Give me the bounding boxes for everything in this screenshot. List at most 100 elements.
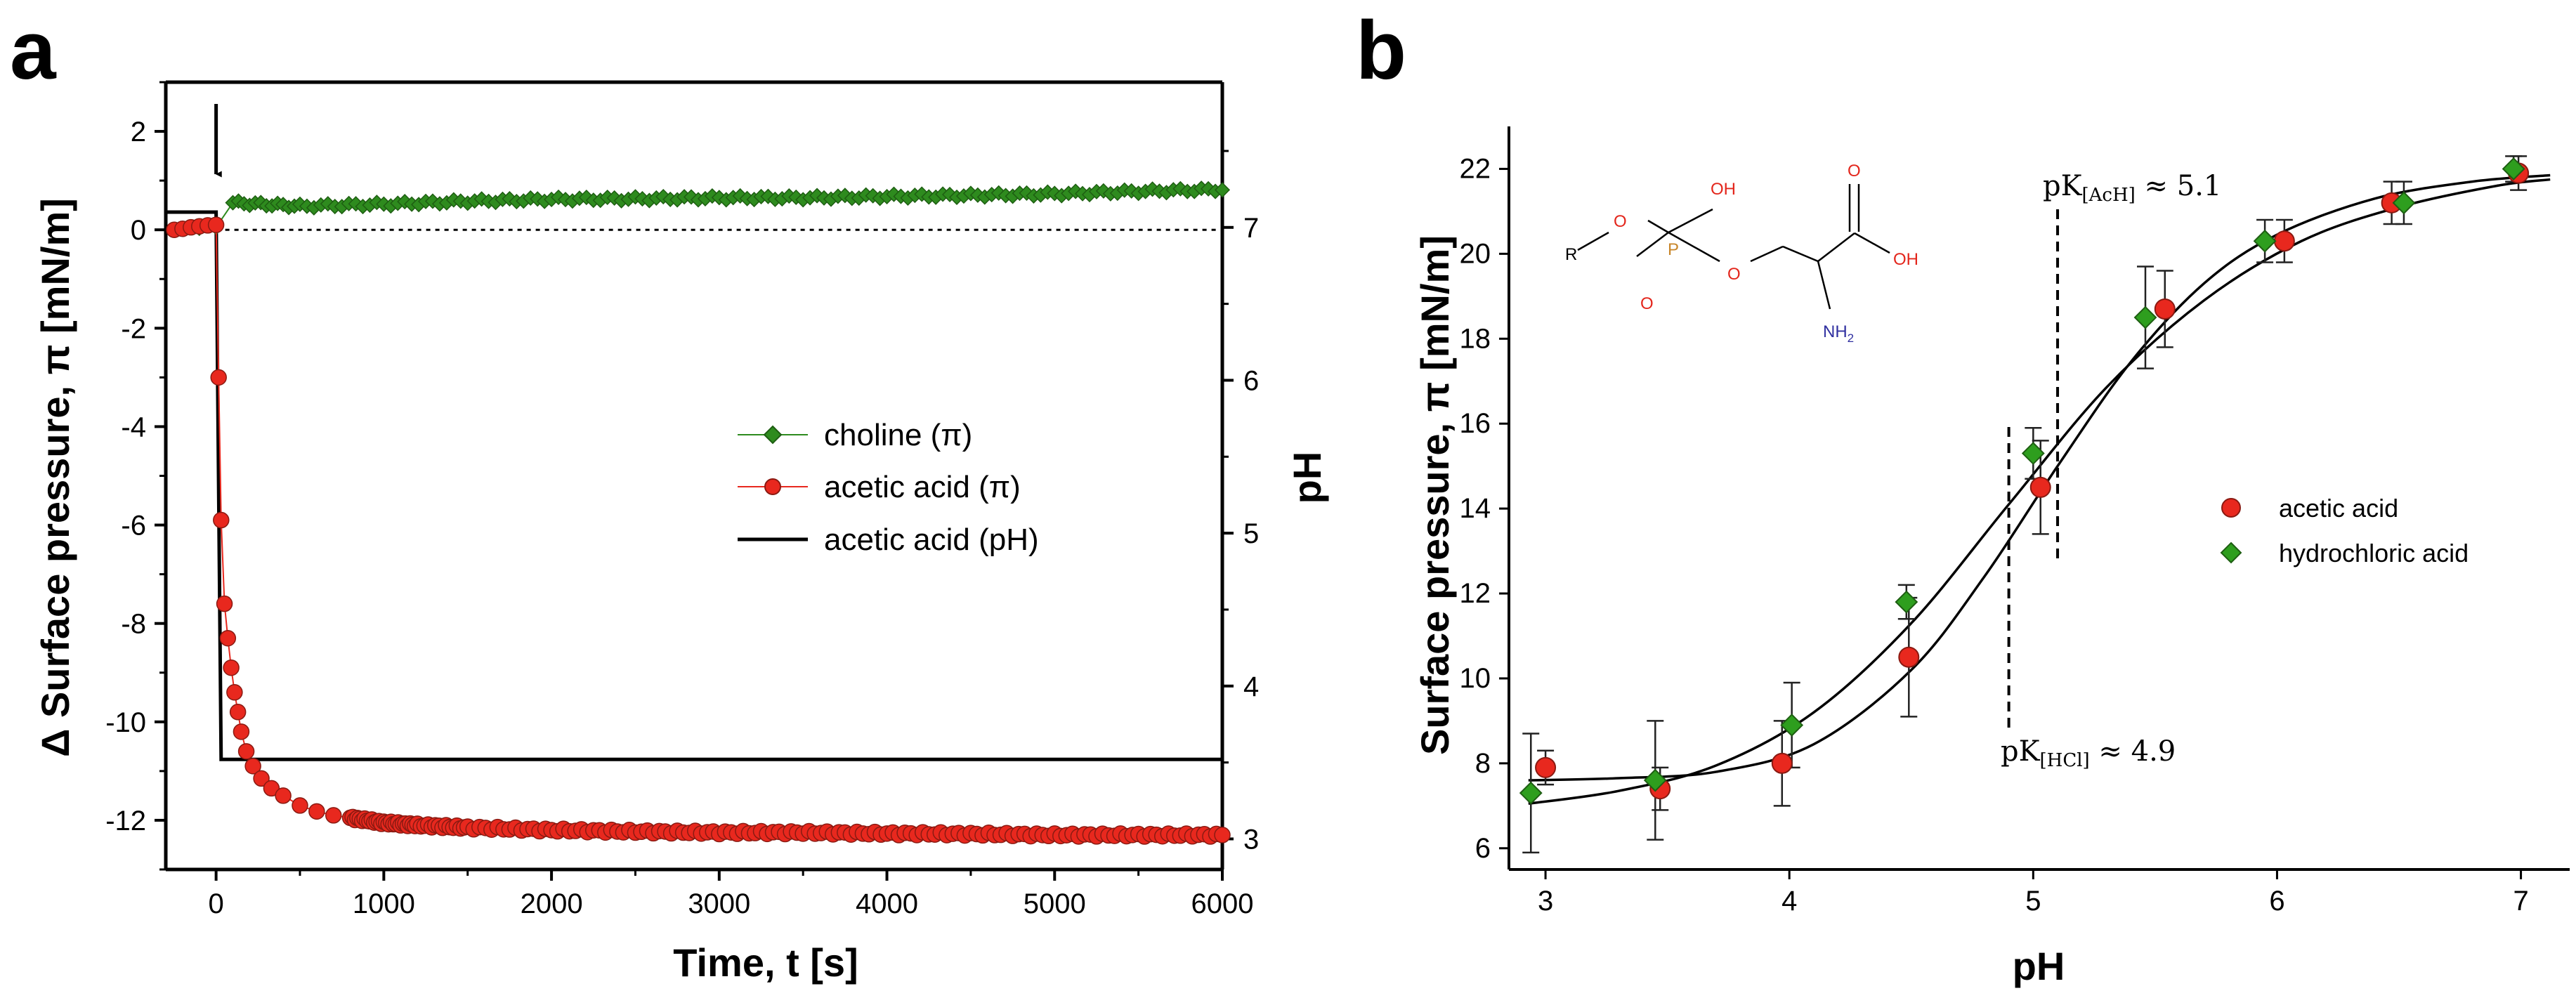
y2-axis-title: pH	[1285, 452, 1329, 504]
point-acetic-acid-pressure	[229, 704, 247, 721]
series-group	[1519, 155, 2530, 854]
x-axis-title: Time, t [s]	[673, 940, 858, 985]
legend: choline (π) acetic acid (π) acetic acid …	[738, 418, 1039, 557]
series-line-acetic-acid-pressure	[174, 224, 1222, 836]
y-tick-label: 18	[1460, 323, 1491, 354]
point-hydrochloric-acid	[2253, 229, 2277, 253]
point-hydrochloric-acid	[2502, 157, 2525, 180]
point-acetic-acid	[1535, 756, 1557, 778]
pk-ach-annotation: pK[AcH] ≈ 5.1	[2043, 170, 2221, 206]
y2-tick-label: 7	[1243, 213, 1259, 244]
y2-tick-label: 6	[1243, 365, 1259, 396]
legend-label-acetic-acid: acetic acid	[2279, 494, 2398, 523]
y-tick-label: 8	[1475, 748, 1491, 779]
point-acetic-acid-pressure	[223, 659, 240, 676]
atom-oh-phosphate: OH	[1711, 180, 1736, 199]
series-line-acetic-acid-ph	[166, 210, 1222, 761]
legend-label-hydrochloric-acid: hydrochloric acid	[2279, 539, 2469, 567]
y-tick-label: 16	[1460, 408, 1491, 439]
y-tick-label: -2	[121, 313, 146, 344]
x-tick-label: 7	[2513, 886, 2528, 917]
point-acetic-acid	[2029, 476, 2051, 498]
point-acetic-acid-pressure	[1214, 827, 1231, 843]
x-tick-label: 5000	[1024, 888, 1086, 919]
x-tick-label: 6	[2269, 886, 2284, 917]
x-tick-label: 1000	[353, 888, 415, 919]
pk-hcl-annotation: pK[HCl] ≈ 4.9	[2001, 735, 2176, 771]
x-tick-label: 5	[2025, 886, 2041, 917]
point-acetic-acid-pressure	[244, 758, 261, 775]
atom-o-carbonyl: O	[1848, 162, 1861, 180]
legend-marker-circle	[764, 478, 781, 495]
series-group	[166, 180, 1231, 845]
atom-o-double: O	[1640, 294, 1654, 313]
y-tick-label: -12	[105, 806, 146, 836]
point-hydrochloric-acid	[2021, 442, 2045, 465]
point-acetic-acid-pressure	[219, 629, 237, 647]
atom-p: P	[1668, 240, 1679, 259]
chemical-structure: R O P OH O O O OH NH2	[1565, 162, 1918, 345]
point-hydrochloric-acid	[2392, 191, 2416, 215]
y-tick-label: 2	[131, 117, 146, 147]
y-tick-label: 12	[1460, 578, 1491, 609]
y2-tick-label: 4	[1243, 671, 1259, 702]
atom-o-bridge: O	[1727, 265, 1741, 284]
point-acetic-acid	[2154, 298, 2176, 320]
y-tick-label: 14	[1460, 493, 1491, 524]
y-tick-label: 22	[1460, 153, 1491, 184]
y-tick-label: -8	[121, 609, 146, 640]
legend-marker-diamond	[2220, 541, 2242, 564]
point-hydrochloric-acid	[1643, 768, 1667, 792]
y2-tick-label: 3	[1243, 824, 1259, 855]
legend-entry-acetic-acid: acetic acid	[2221, 494, 2398, 523]
x-tick-label: 3	[1538, 886, 1553, 917]
x-ticks: 3 4 5 6 7	[1538, 869, 2529, 917]
x-tick-label: 6000	[1191, 888, 1254, 919]
y-ticks: 6 8 10 12 14 16 18 20 22	[1460, 153, 1509, 864]
y2-tick-label: 5	[1243, 518, 1259, 549]
point-hydrochloric-acid	[1519, 781, 1543, 805]
legend-label-choline: choline (π)	[824, 418, 972, 452]
legend-entry-acetic-acid-pressure: acetic acid (π)	[738, 470, 1021, 504]
x-tick-label: 0	[208, 888, 223, 919]
point-acetic-acid	[2273, 230, 2295, 252]
point-hydrochloric-acid	[1895, 590, 1918, 614]
y-tick-label: 6	[1475, 833, 1491, 864]
legend-entry-choline: choline (π)	[738, 418, 972, 452]
point-acetic-acid-pressure	[207, 216, 225, 233]
y-tick-label: -4	[121, 412, 146, 442]
legend-marker-circle	[2221, 498, 2241, 518]
point-acetic-acid-pressure	[216, 595, 233, 612]
x-ticks: 0 1000 2000 3000 4000 5000 6000	[208, 869, 1253, 919]
y-ticks: -12 -10 -8 -6 -4 -2 0 2	[105, 81, 166, 871]
point-acetic-acid-pressure	[213, 511, 230, 529]
point-acetic-acid	[1898, 646, 1920, 668]
point-acetic-acid-pressure	[292, 797, 308, 814]
point-hydrochloric-acid	[1780, 714, 1804, 737]
y2-ticks: 3 4 5 6 7	[1222, 150, 1259, 855]
legend-label-acetic-acid-pressure: acetic acid (π)	[824, 470, 1021, 504]
legend-label-acetic-acid-ph: acetic acid (pH)	[824, 523, 1039, 557]
y-tick-label: -6	[121, 511, 146, 541]
atom-o-ester: O	[1614, 212, 1627, 231]
point-acetic-acid-pressure	[308, 803, 325, 820]
legend-entry-hydrochloric-acid: hydrochloric acid	[2220, 539, 2469, 567]
panel-b: b 6 8 10 12 14 16 18 20 22 3 4 5 6 7 pK[AcH] ≈ 5.1 p…	[1356, 4, 2570, 988]
point-acetic-acid-pressure	[210, 369, 227, 386]
point-acetic-acid-pressure	[237, 743, 255, 760]
atom-amine: NH2	[1823, 322, 1854, 345]
x-tick-label: 4	[1781, 886, 1797, 917]
panel-a: a -12 -10 -8 -6 -4 -2 0 2 3 4 5 6 7 0 1000 2000 3000 40…	[10, 4, 1329, 985]
point-hydrochloric-acid	[2133, 306, 2157, 329]
x-tick-label: 4000	[856, 888, 918, 919]
legend: acetic acid hydrochloric acid	[2220, 494, 2469, 567]
point-acetic-acid-pressure	[263, 780, 280, 797]
point-acetic-acid-pressure	[253, 770, 270, 787]
y-tick-label: 20	[1460, 238, 1491, 269]
y-axis-title: Δ Surface pressure, π [mN/m]	[33, 198, 77, 757]
point-acetic-acid	[1771, 752, 1793, 774]
legend-entry-acetic-acid-ph: acetic acid (pH)	[738, 523, 1039, 557]
panel-label-a: a	[10, 4, 57, 97]
y-axis-title: Surface pressure, π [mN/m]	[1413, 235, 1457, 755]
